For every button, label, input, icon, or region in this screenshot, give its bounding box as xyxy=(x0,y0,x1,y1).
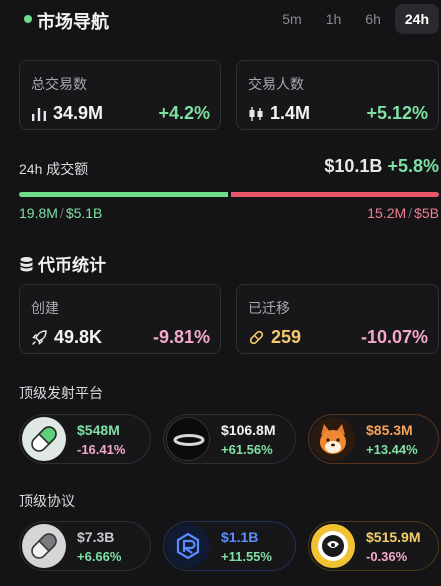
created-change: -9.81% xyxy=(152,327,210,347)
created-value-row: 49.8K xyxy=(31,327,102,348)
total-trades-change: +4.2% xyxy=(158,103,210,123)
total-trades-label: 总交易数 xyxy=(31,76,87,92)
buy-amount: $5.1B xyxy=(65,205,103,221)
traders-card: 交易人数 1.4M +5.12% xyxy=(236,60,439,130)
launchpads-title: 顶级发射平台 xyxy=(19,385,103,401)
protocol-change: +11.55% xyxy=(221,549,272,564)
created-value: 49.8K xyxy=(54,327,103,347)
launchpad-item[interactable]: $548M -16.41% xyxy=(19,414,151,464)
launchpad-change: -16.41% xyxy=(77,442,126,457)
buy-volume: 19.8M / $5.1B xyxy=(19,205,102,221)
created-label: 创建 xyxy=(31,300,59,316)
sell-count: 15.2M xyxy=(367,205,407,221)
tab-1h[interactable]: 1h xyxy=(325,11,342,27)
token-stats-title: 代币统计 xyxy=(38,256,106,275)
bar-chart-icon xyxy=(32,107,46,121)
shiba-dog-logo xyxy=(311,417,355,461)
coin-stack-icon xyxy=(20,256,33,271)
traders-value-row: 1.4M xyxy=(248,103,310,124)
sell-amount: $5B xyxy=(414,205,439,221)
migrated-change: -10.07% xyxy=(360,327,428,347)
total-trades-value-row: 34.9M xyxy=(31,103,103,124)
volume-change: +5.8% xyxy=(387,156,439,176)
tab-24h[interactable]: 24h xyxy=(394,4,439,34)
sell-volume-bar xyxy=(231,192,439,197)
sell-volume: 15.2M / $5B xyxy=(367,205,439,221)
launchpad-item[interactable]: $85.3M +13.44% xyxy=(308,414,439,464)
header: 市场导航 5m 1h 6h 24h xyxy=(0,0,441,40)
volume-total-value: $10.1B xyxy=(324,156,383,176)
launchpad-volume: $85.3M xyxy=(366,422,413,438)
tab-5m[interactable]: 5m xyxy=(282,11,302,27)
protocol-item[interactable]: $7.3B +6.66% xyxy=(19,521,151,571)
protocol-item[interactable]: $1.1B +11.55% xyxy=(163,521,296,571)
launchpad-change: +13.44% xyxy=(366,442,418,457)
buy-count: 19.8M xyxy=(19,205,58,221)
page-title: 市场导航 xyxy=(37,12,109,32)
gold-coin-logo xyxy=(311,524,355,568)
pump-pill-logo xyxy=(22,417,66,461)
launchpad-volume: $106.8M xyxy=(221,422,276,438)
grey-pill-logo xyxy=(22,524,66,568)
protocol-change: +6.66% xyxy=(77,549,122,564)
rocket-icon xyxy=(32,330,47,345)
launchpad-item[interactable]: $106.8M +61.56% xyxy=(163,414,296,464)
migrated-value: 259 xyxy=(271,327,302,347)
ring-logo xyxy=(166,417,210,461)
created-card: 创建 49.8K -9.81% xyxy=(19,284,221,354)
pill-icon xyxy=(249,330,264,345)
traders-label: 交易人数 xyxy=(248,76,304,92)
token-stats-heading: 代币统计 xyxy=(19,251,106,276)
total-trades-value: 34.9M xyxy=(53,103,104,123)
volume-label: 24h 成交额 xyxy=(19,161,89,177)
buy-volume-bar xyxy=(19,192,228,197)
protocol-item[interactable]: $515.9M -0.36% xyxy=(308,521,439,571)
protocol-volume: $515.9M xyxy=(366,529,421,545)
launchpad-change: +61.56% xyxy=(221,442,273,457)
protocol-change: -0.36% xyxy=(366,549,408,564)
migrated-value-row: 259 xyxy=(248,327,301,348)
traders-value: 1.4M xyxy=(270,103,311,123)
sell-separator: / xyxy=(408,205,413,221)
protocol-volume: $7.3B xyxy=(77,529,115,545)
migrated-card: 已迁移 259 -10.07% xyxy=(236,284,439,354)
migrated-label: 已迁移 xyxy=(248,300,290,316)
protocols-title: 顶级协议 xyxy=(19,493,75,509)
buy-separator: / xyxy=(59,205,64,221)
live-dot-icon xyxy=(24,15,32,23)
raydium-logo xyxy=(166,524,210,568)
protocol-volume: $1.1B xyxy=(221,529,259,545)
candlestick-icon xyxy=(249,106,263,121)
launchpad-volume: $548M xyxy=(77,422,120,438)
timeframe-tabs: 5m 1h 6h 24h xyxy=(272,4,439,34)
volume-total: $10.1B +5.8% xyxy=(324,156,439,177)
traders-change: +5.12% xyxy=(366,103,428,123)
tab-6h[interactable]: 6h xyxy=(365,11,381,27)
total-trades-card: 总交易数 34.9M +4.2% xyxy=(19,60,221,130)
